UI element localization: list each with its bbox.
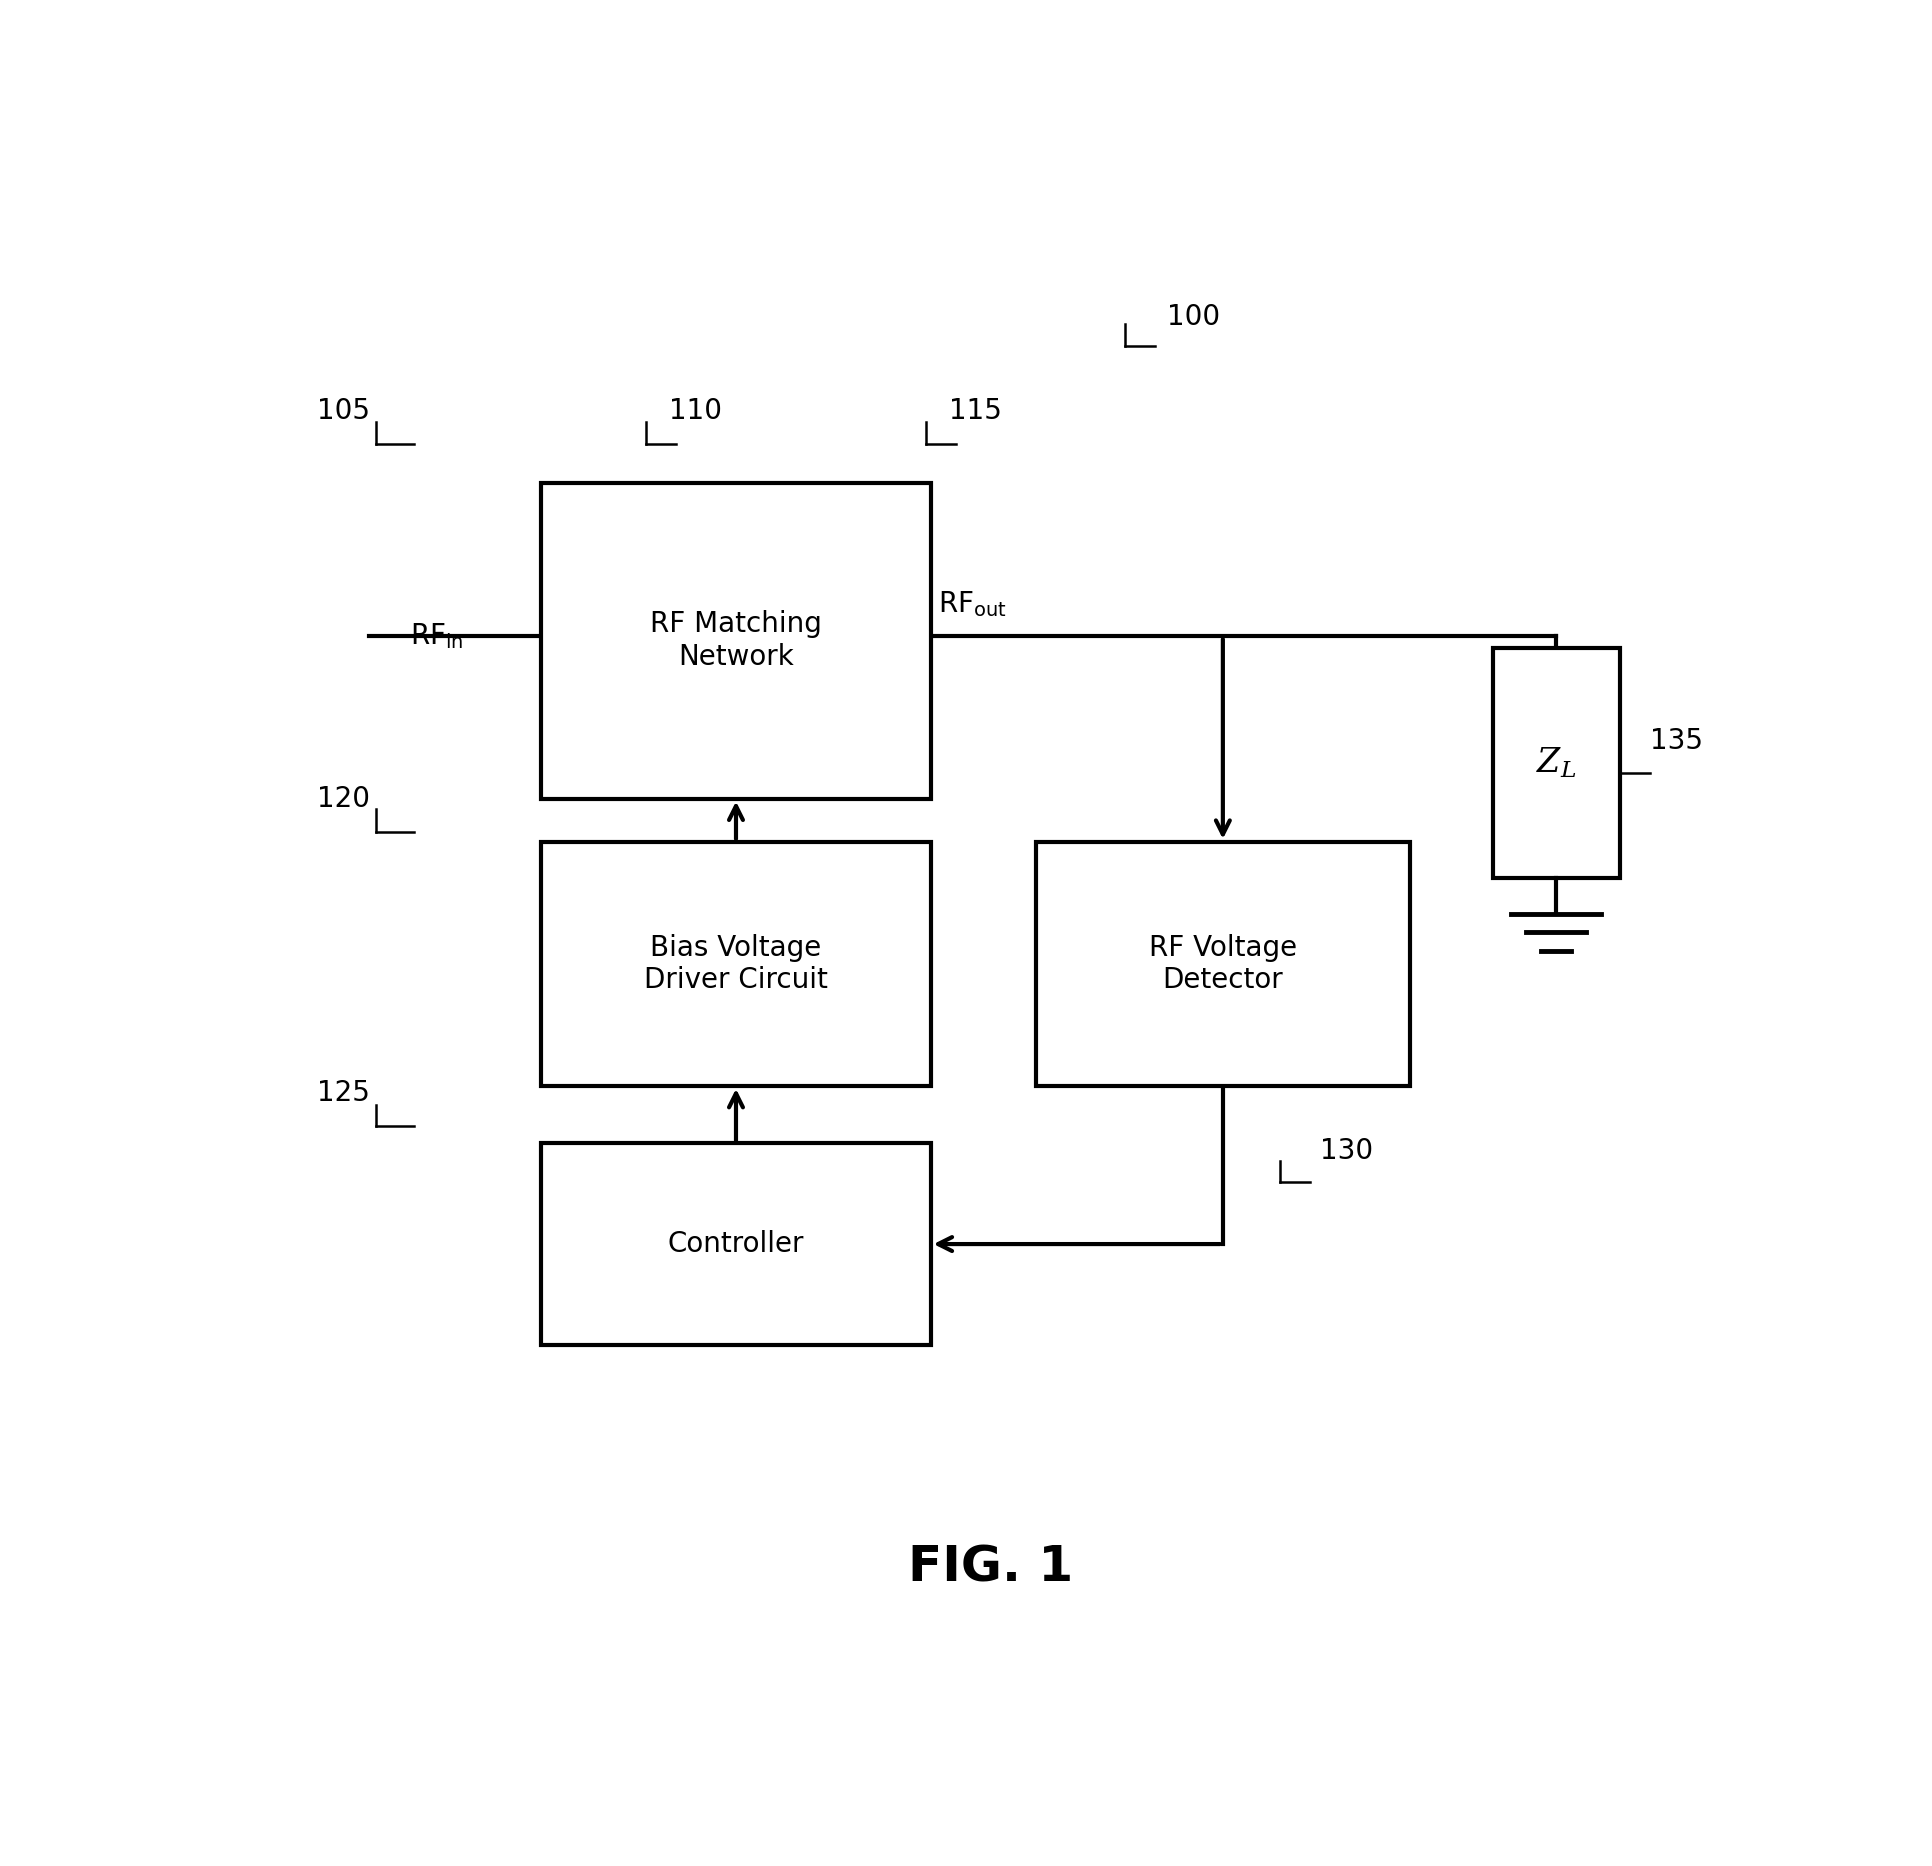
Text: FIG. 1: FIG. 1: [908, 1543, 1072, 1592]
Bar: [1036, 842, 1410, 1086]
Bar: [1492, 648, 1619, 877]
Text: 115: 115: [949, 397, 1001, 425]
Text: 125: 125: [317, 1079, 369, 1107]
Text: 110: 110: [668, 397, 721, 425]
Text: 105: 105: [317, 397, 369, 425]
Text: 135: 135: [1650, 728, 1702, 756]
Text: Controller: Controller: [667, 1230, 804, 1258]
Bar: [541, 842, 931, 1086]
Text: RF Matching
Network: RF Matching Network: [649, 610, 821, 670]
Text: $Z_L$: $Z_L$: [1536, 746, 1575, 780]
Text: RF$_{\mathregular{in}}$: RF$_{\mathregular{in}}$: [410, 621, 464, 651]
Text: 120: 120: [317, 784, 369, 814]
Text: 130: 130: [1320, 1136, 1372, 1164]
Text: RF$_{\mathregular{out}}$: RF$_{\mathregular{out}}$: [937, 590, 1007, 620]
Text: Bias Voltage
Driver Circuit: Bias Voltage Driver Circuit: [643, 933, 827, 995]
Text: 100: 100: [1167, 304, 1219, 332]
Bar: [541, 1144, 931, 1345]
Text: RF Voltage
Detector: RF Voltage Detector: [1148, 933, 1296, 995]
Bar: [541, 483, 931, 799]
